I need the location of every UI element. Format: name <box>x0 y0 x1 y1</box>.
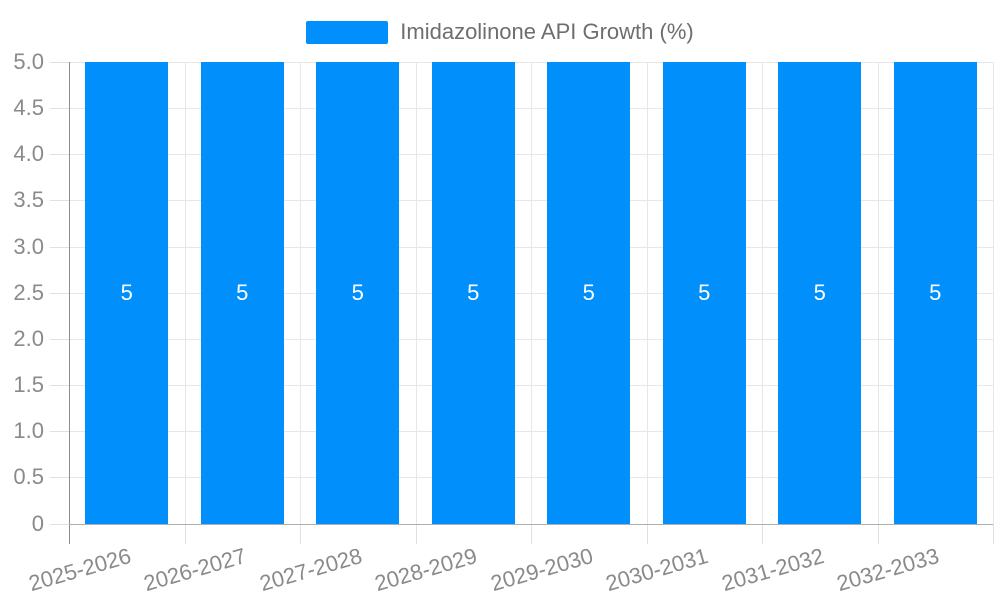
bar-2025-2026[interactable] <box>85 62 169 524</box>
y-axis-tick-mark <box>50 108 69 110</box>
gridline-vertical <box>762 62 763 524</box>
y-tick-label: 0 <box>31 510 44 536</box>
y-axis-tick-mark <box>50 246 69 248</box>
y-axis-tick-mark <box>50 385 69 387</box>
x-axis-tick-mark <box>646 523 648 544</box>
x-tick-label: 2027-2028 <box>256 542 365 596</box>
bar-value-label: 5 <box>467 279 480 305</box>
y-axis-tick-mark <box>50 477 69 479</box>
y-axis-tick-mark <box>50 200 69 202</box>
x-tick-label: 2026-2027 <box>140 542 249 596</box>
gridline-vertical <box>184 62 186 524</box>
gridline-vertical <box>300 62 301 524</box>
x-axis-baseline <box>69 523 993 525</box>
bar-value-label: 5 <box>582 279 595 305</box>
x-tick-label: 2032-2033 <box>833 542 942 596</box>
y-tick-label: 1.0 <box>13 418 44 444</box>
y-tick-label: 4.0 <box>13 141 44 167</box>
gridline-vertical <box>646 62 648 524</box>
legend-swatch <box>306 20 389 44</box>
x-axis-tick-mark <box>762 523 763 544</box>
y-axis-tick-mark <box>50 154 69 156</box>
y-axis-tick-mark <box>50 431 69 433</box>
bar-value-label: 5 <box>813 279 826 305</box>
x-tick-label: 2031-2032 <box>718 542 827 596</box>
bar-2030-2031[interactable] <box>662 62 746 524</box>
gridline-vertical <box>877 62 879 524</box>
y-axis-tick-mark <box>50 523 69 525</box>
bar-2027-2028[interactable] <box>316 62 400 524</box>
gridline-vertical <box>993 62 994 524</box>
y-tick-label: 2.5 <box>13 279 44 305</box>
y-axis-tick-mark <box>50 338 69 340</box>
y-axis-tick-mark <box>50 292 69 294</box>
bar-2031-2032[interactable] <box>778 62 862 524</box>
x-axis-tick-mark <box>415 523 417 544</box>
legend-label: Imidazolinone API Growth (%) <box>400 19 694 44</box>
x-axis-tick-mark <box>531 523 532 544</box>
x-axis-tick-mark <box>877 523 879 544</box>
x-axis-tick-mark <box>184 523 186 544</box>
gridline-vertical <box>531 62 532 524</box>
y-axis-line <box>69 62 70 544</box>
y-tick-label: 2.0 <box>13 325 44 351</box>
bar-value-label: 5 <box>351 279 364 305</box>
y-tick-label: 3.0 <box>13 233 44 259</box>
bar-2028-2029[interactable] <box>431 62 515 524</box>
bar-value-label: 5 <box>929 279 942 305</box>
legend[interactable]: Imidazolinone API Growth (%) <box>0 20 1000 44</box>
bar-2029-2030[interactable] <box>547 62 631 524</box>
bar-value-label: 5 <box>236 279 249 305</box>
bar-value-label: 5 <box>698 279 711 305</box>
gridline-vertical <box>415 62 417 524</box>
y-tick-label: 0.5 <box>13 464 44 490</box>
y-tick-label: 3.5 <box>13 187 44 213</box>
x-tick-label: 2030-2031 <box>602 542 711 596</box>
y-tick-label: 1.5 <box>13 372 44 398</box>
y-tick-label: 4.5 <box>13 95 44 121</box>
y-axis-tick-mark <box>50 62 69 63</box>
bar-2032-2033[interactable] <box>893 62 977 524</box>
x-tick-label: 2025-2026 <box>25 542 134 596</box>
x-tick-label: 2028-2029 <box>371 542 480 596</box>
x-tick-label: 2029-2030 <box>487 542 596 596</box>
x-axis-tick-mark <box>300 523 301 544</box>
bar-value-label: 5 <box>120 279 133 305</box>
bar-2026-2027[interactable] <box>200 62 284 524</box>
x-axis-tick-mark <box>993 523 994 544</box>
y-tick-label: 5.0 <box>13 49 44 74</box>
